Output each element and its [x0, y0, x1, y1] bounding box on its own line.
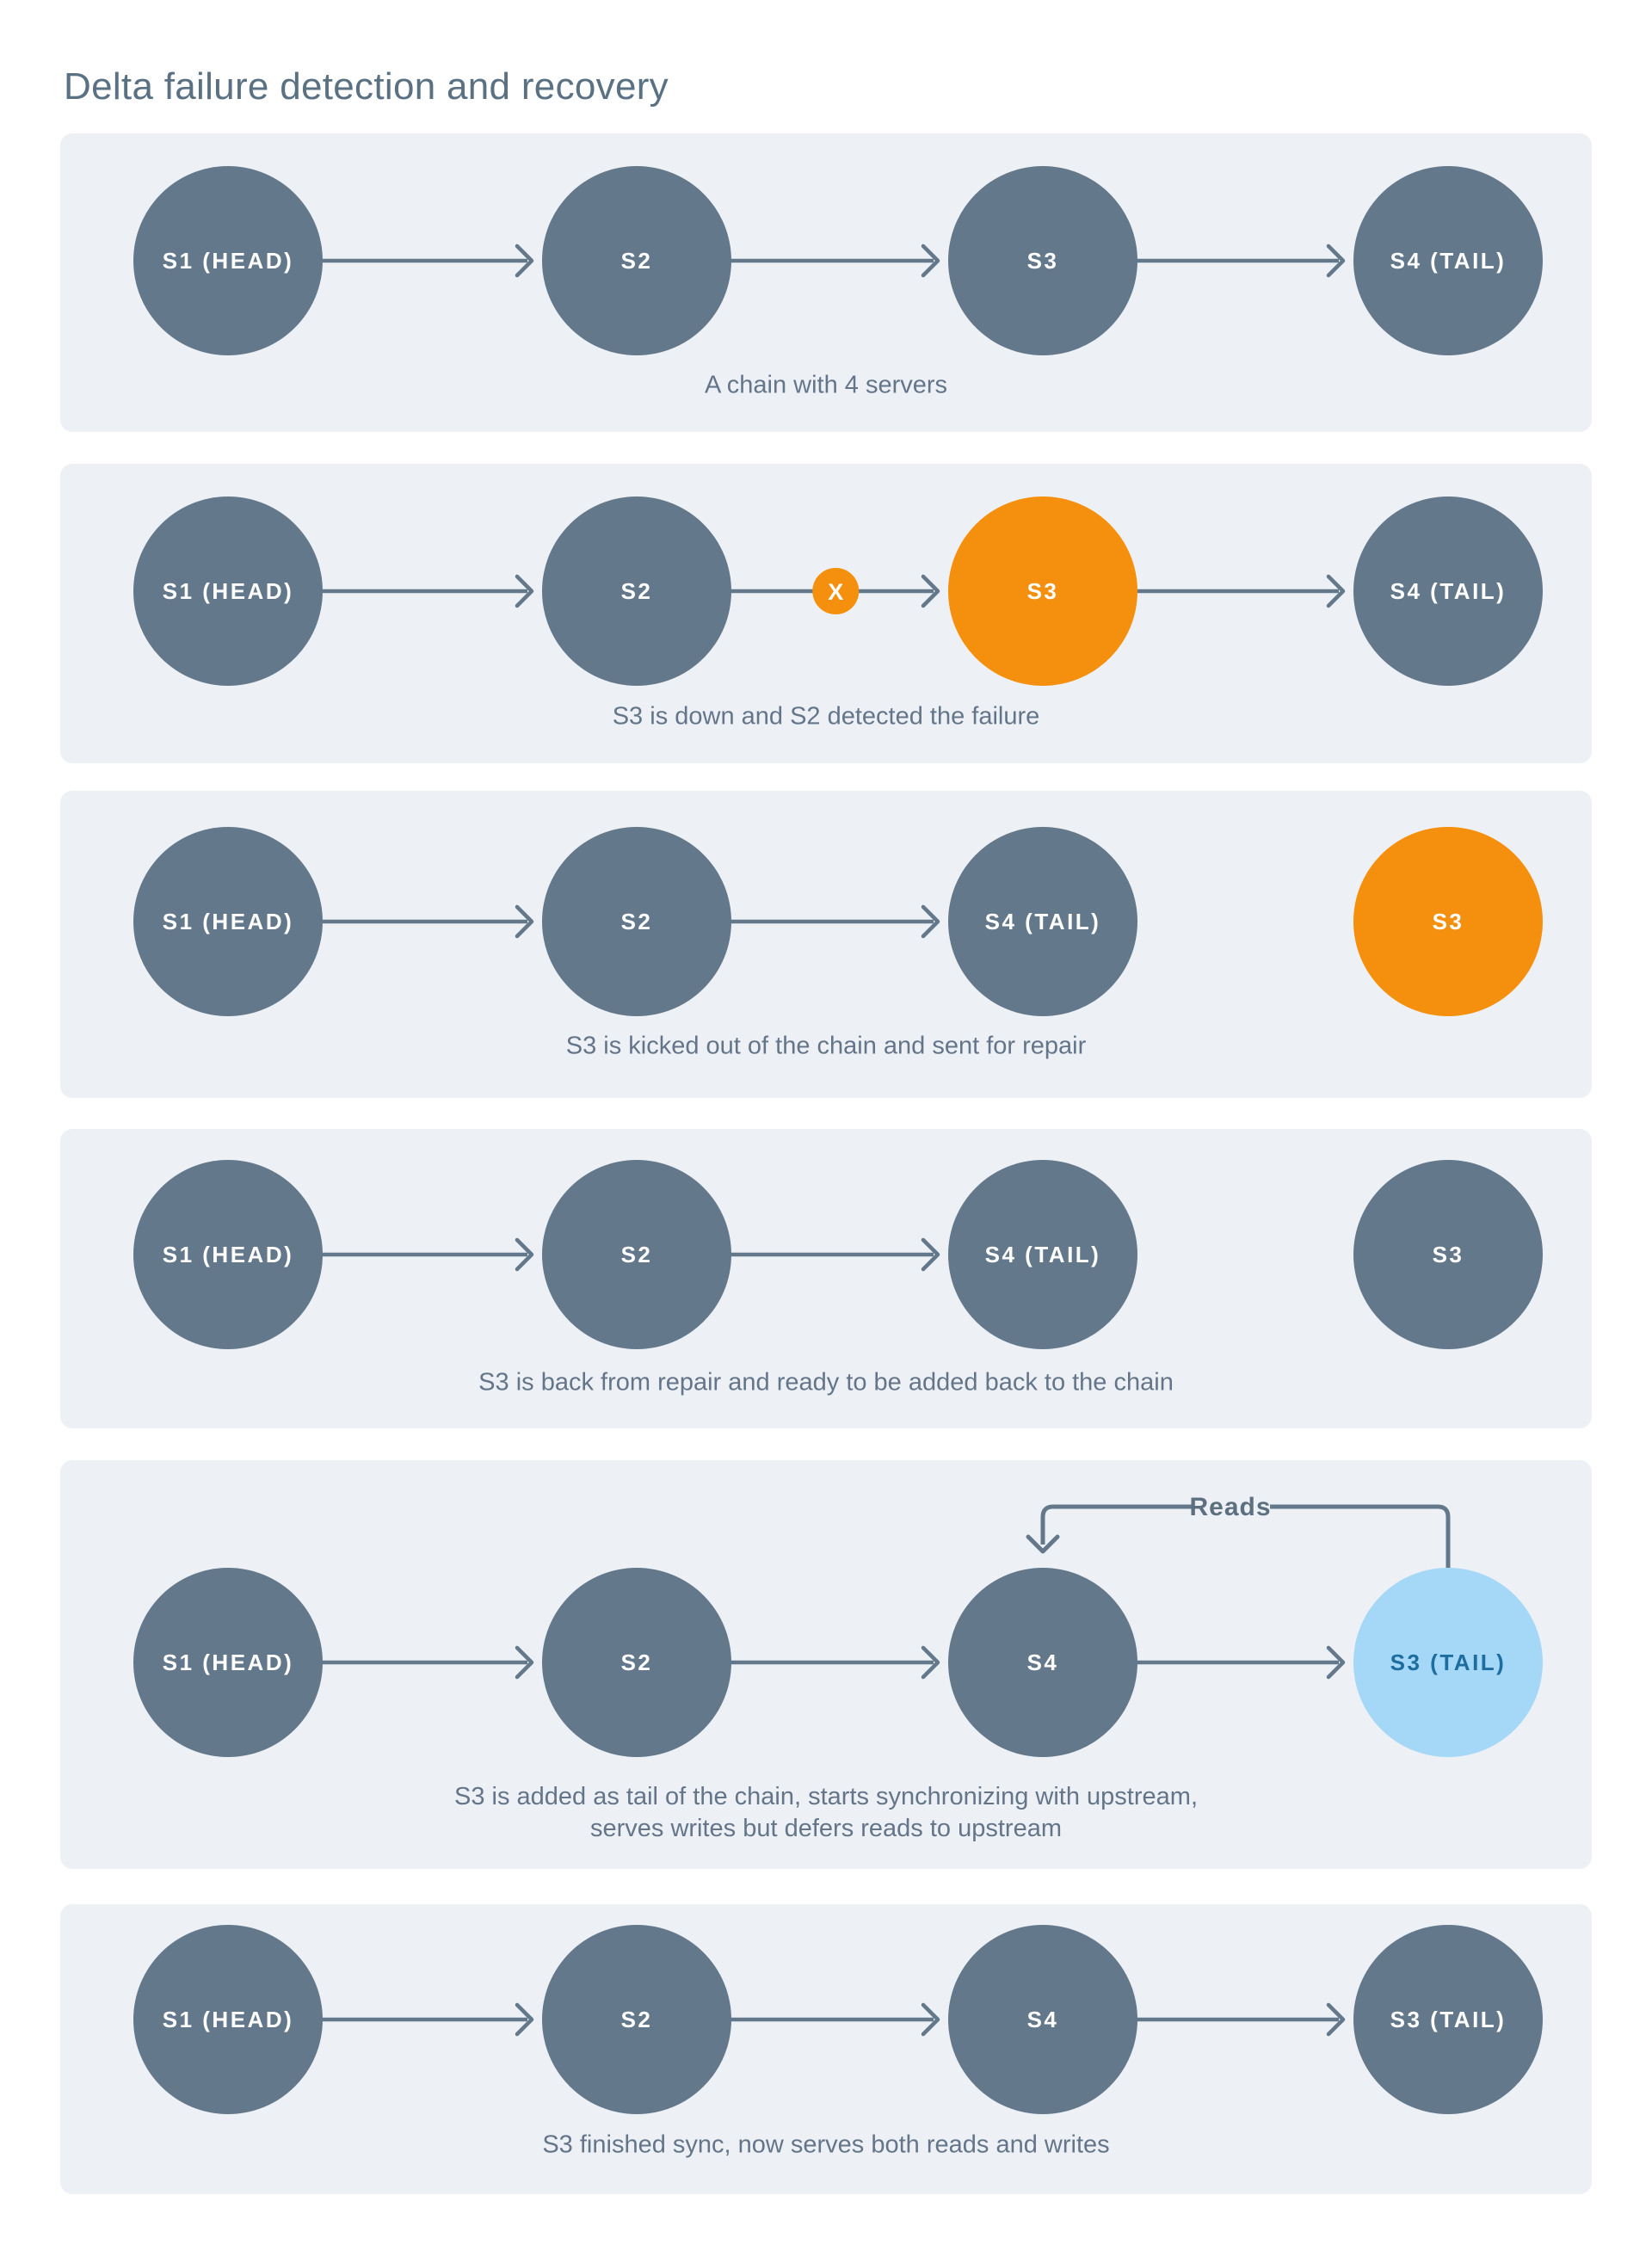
server-node-s3: S3 — [948, 166, 1137, 355]
server-node-s2: S2 — [542, 827, 731, 1016]
caption-line: S3 finished sync, now serves both reads … — [542, 2131, 1110, 2159]
connector-layer: Reads — [319, 1493, 1451, 1680]
panel-s3-back-from-repair: S1 (HEAD) S2 S4 (TAIL) S3 S3 is back from re… — [60, 1129, 1592, 1428]
panel-s3-finished-sync: S1 (HEAD) S2 S4 S3 (TAIL) S3 finished sync, … — [60, 1904, 1592, 2194]
server-node-s4: S4 — [948, 1925, 1137, 2114]
chain-arrowhead-icon — [921, 2002, 940, 2037]
chain-arrowhead-icon — [921, 1645, 940, 1680]
server-node-label: S1 (HEAD) — [162, 1649, 294, 1675]
server-node-label: S2 — [620, 1649, 653, 1675]
server-node-s2: S2 — [542, 1568, 731, 1757]
server-node-label: S3 — [1026, 577, 1059, 604]
server-node-label: S3 — [1432, 908, 1464, 934]
server-node-label: S3 (TAIL) — [1390, 2006, 1507, 2032]
chain-arrowhead-icon — [921, 574, 940, 608]
server-node-s4-tail: S4 (TAIL) — [948, 827, 1137, 1016]
chain-arrowhead-icon — [1326, 244, 1346, 278]
server-node-label: S1 (HEAD) — [162, 1241, 294, 1267]
panel-chain-with-4-servers: S1 (HEAD) S2 S3 S4 (TAIL) A chain with 4 ser… — [60, 133, 1592, 432]
failure-x-badge — [812, 568, 860, 614]
chain-arrowhead-icon — [515, 1645, 534, 1680]
server-node-label: S3 — [1432, 1241, 1464, 1267]
panel-caption: S3 finished sync, now serves both reads … — [60, 2130, 1592, 2161]
connector-layer — [319, 2002, 1346, 2037]
server-node-s4-tail: S4 (TAIL) — [1353, 166, 1543, 355]
chain-arrowhead-icon — [515, 904, 534, 939]
panel-s3-down-s2-detected: X S1 (HEAD) S2 S3 S4 (TAIL) S3 is down and S2… — [60, 464, 1592, 763]
server-node-label: S3 (TAIL) — [1390, 1649, 1507, 1675]
reads-arrowhead-icon — [1026, 1534, 1060, 1554]
panel-caption: S3 is back from repair and ready to be a… — [60, 1367, 1592, 1399]
failure-x-label: X — [828, 579, 843, 605]
server-node-label: S1 (HEAD) — [162, 577, 294, 604]
caption-line: S3 is added as tail of the chain, starts… — [454, 1783, 1198, 1810]
connector-layer — [319, 244, 1346, 278]
server-node-label: S2 — [620, 908, 653, 934]
chain-arrowhead-icon — [921, 904, 940, 939]
server-node-s4: S4 — [948, 1568, 1137, 1757]
server-node-s3: S3 — [1353, 1160, 1543, 1349]
chain-arrowhead-icon — [515, 574, 534, 608]
server-node-s4-tail: S4 (TAIL) — [1353, 496, 1543, 686]
reads-connector-left — [1040, 1504, 1192, 1545]
chain-arrowhead-icon — [515, 244, 534, 278]
panel-caption: S3 is kicked out of the chain and sent f… — [60, 1031, 1592, 1063]
server-node-label: S1 (HEAD) — [162, 2006, 294, 2032]
chain-arrowhead-icon — [515, 2002, 534, 2037]
server-node-s1-head: S1 (HEAD) — [133, 1568, 323, 1757]
server-node-s1-head: S1 (HEAD) — [133, 827, 323, 1016]
server-node-label: S4 (TAIL) — [1390, 247, 1507, 274]
chain-arrowhead-icon — [1326, 2002, 1346, 2037]
server-node-s3-tail: S3 (TAIL) — [1353, 1925, 1543, 2114]
panel-caption: S3 is down and S2 detected the failure — [60, 701, 1592, 733]
server-node-s1-head: S1 (HEAD) — [133, 1160, 323, 1349]
server-node-s2: S2 — [542, 1925, 731, 2114]
server-node-s2: S2 — [542, 1160, 731, 1349]
chain-arrowhead-icon — [515, 1237, 534, 1272]
server-node-s4-tail: S4 (TAIL) — [948, 1160, 1137, 1349]
chain-arrowhead-icon — [1326, 574, 1346, 608]
server-node-label: S4 (TAIL) — [984, 908, 1101, 934]
reads-label: Reads — [1189, 1493, 1271, 1521]
server-node-s3-tail: S3 (TAIL) — [1353, 1568, 1543, 1757]
connector-layer — [319, 1237, 940, 1272]
server-node-label: S4 (TAIL) — [1390, 577, 1507, 604]
caption-line: serves writes but defers reads to upstre… — [589, 1815, 1062, 1842]
server-node-label: S2 — [620, 1241, 653, 1267]
server-node-s3: S3 — [1353, 827, 1543, 1016]
server-node-label: S3 — [1026, 247, 1059, 274]
page-title: Delta failure detection and recovery — [64, 65, 669, 108]
server-node-s1-head: S1 (HEAD) — [133, 496, 323, 686]
server-node-label: S4 (TAIL) — [984, 1241, 1101, 1267]
panel-caption: S3 is added as tail of the chain, starts… — [60, 1781, 1592, 1845]
panel-caption: A chain with 4 servers — [60, 370, 1592, 402]
server-node-s2: S2 — [542, 496, 731, 686]
caption-line: S3 is back from repair and ready to be a… — [478, 1368, 1174, 1397]
server-node-s1-head: S1 (HEAD) — [133, 166, 323, 355]
panel-s3-kicked-out: S1 (HEAD) S2 S4 (TAIL) S3 S3 is kicked out o… — [60, 791, 1592, 1098]
connector-layer — [319, 904, 940, 939]
server-node-label: S2 — [620, 247, 653, 274]
chain-arrowhead-icon — [921, 1237, 940, 1272]
reads-connector-right — [1270, 1504, 1451, 1568]
caption-line: S3 is down and S2 detected the failure — [612, 702, 1040, 731]
chain-arrowhead-icon — [921, 244, 940, 278]
server-node-label: S4 — [1026, 2006, 1059, 2032]
panel-s3-added-as-tail: Reads S1 (HEAD) S2 S4 S3 (TAIL) S3 is added a… — [60, 1460, 1592, 1869]
server-node-s2: S2 — [542, 166, 731, 355]
server-node-s3: S3 — [948, 496, 1137, 686]
server-node-s1-head: S1 (HEAD) — [133, 1925, 323, 2114]
caption-line: A chain with 4 servers — [704, 371, 948, 399]
caption-line: S3 is kicked out of the chain and sent f… — [565, 1032, 1087, 1060]
server-node-label: S2 — [620, 2006, 653, 2032]
server-node-label: S1 (HEAD) — [162, 908, 294, 934]
server-node-label: S2 — [620, 577, 653, 604]
server-node-label: S1 (HEAD) — [162, 247, 294, 274]
server-node-label: S4 — [1026, 1649, 1059, 1675]
connector-layer: X — [319, 568, 1346, 614]
chain-arrowhead-icon — [1326, 1645, 1346, 1680]
